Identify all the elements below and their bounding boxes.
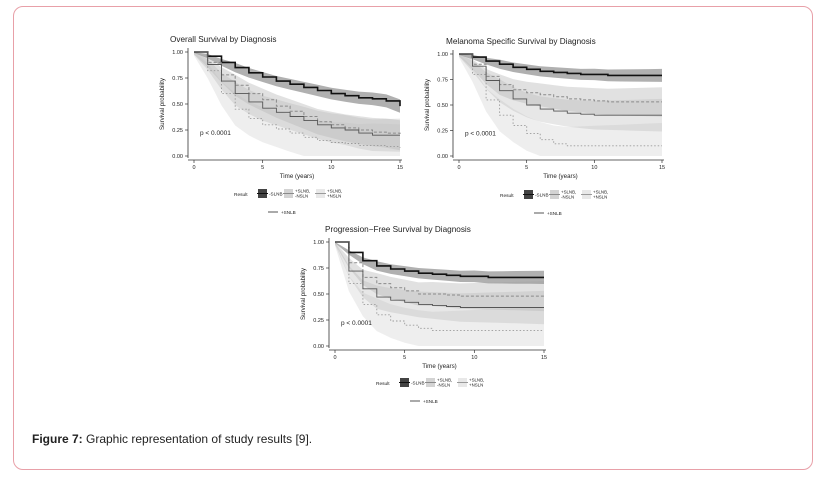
y-tick-label: 0.50 xyxy=(313,292,324,298)
x-tick-label: 15 xyxy=(397,165,403,171)
survival-curve-4 xyxy=(459,53,662,116)
y-axis-label: Survival probability xyxy=(159,77,166,130)
y-tick-label: 1.00 xyxy=(313,240,324,246)
x-tick-label: 10 xyxy=(591,165,597,171)
legend-label-3: +SLNB, +NSLN xyxy=(327,189,342,199)
legend-title: Result xyxy=(500,193,514,199)
survival-curve-2 xyxy=(194,51,401,136)
y-tick-label: 0.50 xyxy=(437,103,448,109)
x-tick-label: 15 xyxy=(659,165,665,171)
x-tick-label: 15 xyxy=(541,355,547,361)
chart-title: Progression−Free Survival by Diagnosis xyxy=(325,225,471,234)
confidence-band-4 xyxy=(194,52,400,152)
confidence-band-2 xyxy=(194,52,400,151)
legend-label-4: +SNLB xyxy=(423,399,438,404)
x-tick-label: 5 xyxy=(261,165,264,171)
chart-panel-1: Overall Survival by Diagnosis 0.00 0.25 0.5… xyxy=(159,35,403,215)
survival-curve-1 xyxy=(459,53,662,77)
confidence-band-1 xyxy=(335,242,544,284)
y-tick-label: 0.75 xyxy=(437,78,448,84)
y-tick-label: 0.50 xyxy=(172,102,183,108)
x-tick-label: 5 xyxy=(525,165,528,171)
confidence-band-3 xyxy=(459,54,662,156)
legend-label-2: +SLNB, -NSLN xyxy=(561,190,576,200)
legend-label-4: +SNLB xyxy=(281,210,296,215)
y-tick-label: 0.25 xyxy=(313,318,324,324)
legend-label-2: +SLNB, -NSLN xyxy=(295,189,310,199)
legend-label-1: -SLNB xyxy=(411,381,425,386)
y-axis-label: Survival probability xyxy=(424,78,431,131)
legend-title: Result xyxy=(376,381,390,387)
figure-frame xyxy=(13,6,813,470)
x-tick-label: 0 xyxy=(457,165,460,171)
x-tick-label: 0 xyxy=(333,355,336,361)
survival-curve-3 xyxy=(335,241,544,331)
survival-curve-4 xyxy=(335,241,544,308)
y-tick-label: 1.00 xyxy=(172,50,183,56)
caption-text: Graphic representation of study results … xyxy=(82,432,313,446)
chart-legend: Result -SLNB +SLNB, -NSLN +SLNB, +NSLN +SNLB xyxy=(500,190,608,217)
caption-label: Figure 7: xyxy=(32,432,83,446)
legend-title: Result xyxy=(234,192,248,198)
x-tick-label: 5 xyxy=(403,355,406,361)
confidence-band-3 xyxy=(335,242,544,346)
survival-curve-4 xyxy=(194,51,400,136)
chart-panel-2: Melanoma Specific Survival by Diagnosis 0… xyxy=(424,37,665,216)
survival-curve-3 xyxy=(194,51,401,148)
survival-curve-2 xyxy=(459,53,662,103)
y-tick-label: 1.00 xyxy=(437,52,448,58)
survival-curve-3 xyxy=(459,53,662,147)
legend-label-3: +SLNB, +NSLN xyxy=(593,190,608,200)
confidence-band-2 xyxy=(335,242,544,312)
chart-title: Overall Survival by Diagnosis xyxy=(170,35,276,44)
figure-caption: Figure 7: Graphic representation of stud… xyxy=(32,432,312,446)
y-axis-label: Survival probability xyxy=(300,267,307,320)
x-tick-label: 10 xyxy=(328,165,334,171)
legend-label-3: +SLNB, +NSLN xyxy=(469,378,484,388)
x-axis-label: Time (years) xyxy=(543,173,578,180)
p-value: p < 0.0001 xyxy=(341,320,372,327)
chart-panel-3: Progression−Free Survival by Diagnosis 0.… xyxy=(300,225,547,404)
y-tick-label: 0.25 xyxy=(437,129,448,135)
legend-label-1: -SLNB xyxy=(269,192,283,197)
y-tick-label: 0.00 xyxy=(437,154,448,160)
chart-title: Melanoma Specific Survival by Diagnosis xyxy=(446,37,596,46)
y-tick-label: 0.00 xyxy=(172,154,183,160)
p-value: p < 0.0001 xyxy=(465,131,496,138)
legend-label-1: -SLNB xyxy=(535,193,549,198)
survival-curve-1 xyxy=(194,51,401,107)
y-tick-label: 0.25 xyxy=(172,128,183,134)
confidence-band-4 xyxy=(459,54,662,132)
y-tick-label: 0.75 xyxy=(313,266,324,272)
confidence-band-2 xyxy=(459,54,662,117)
y-tick-label: 0.00 xyxy=(313,344,324,350)
x-tick-label: 0 xyxy=(192,165,195,171)
legend-label-4: +SNLB xyxy=(547,211,562,216)
survival-curve-1 xyxy=(335,241,544,279)
p-value: p < 0.0001 xyxy=(200,130,231,137)
legend-label-2: +SLNB, -NSLN xyxy=(437,378,452,388)
chart-legend: Result -SLNB +SLNB, -NSLN +SLNB, +NSLN +SNLB xyxy=(376,378,484,405)
chart-legend: Result -SLNB +SLNB, -NSLN +SLNB, +NSLN +SNLB xyxy=(234,189,342,216)
confidence-band-4 xyxy=(335,242,544,325)
x-tick-label: 10 xyxy=(471,355,477,361)
x-axis-label: Time (years) xyxy=(422,363,457,370)
y-tick-label: 0.75 xyxy=(172,76,183,82)
x-axis-label: Time (years) xyxy=(280,173,315,180)
